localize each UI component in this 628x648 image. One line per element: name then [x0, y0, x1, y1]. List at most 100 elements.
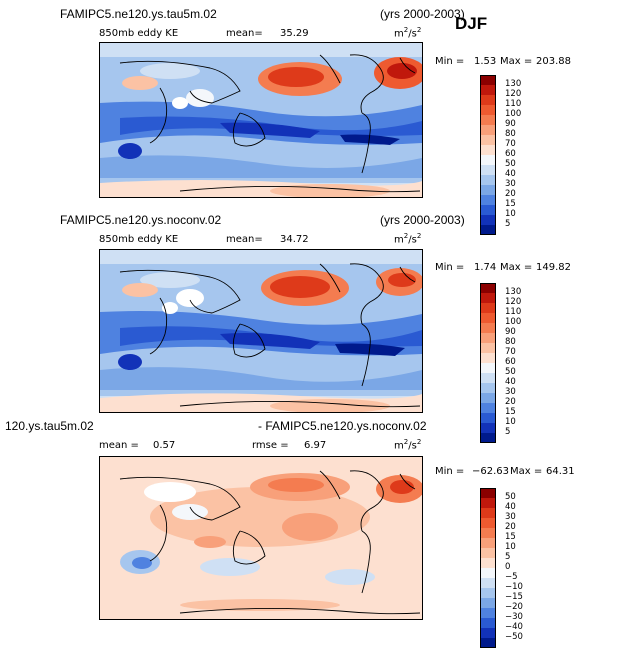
colorbar-swatch [480, 105, 496, 115]
panel2-max-label: Max = [500, 262, 533, 273]
panel3-mean-value: 0.57 [153, 440, 176, 451]
panel1-min-label: Min = [435, 56, 465, 67]
panel2-colorbar [480, 283, 496, 443]
colorbar-swatch [480, 303, 496, 313]
colorbar-tick-label: 20 [505, 189, 516, 199]
panel2-min-label: Min = [435, 262, 465, 273]
panel3-rmse-label: rmse = [252, 440, 289, 451]
panel3-max-label: Max = [510, 466, 543, 477]
colorbar-tick-label: 130 [505, 287, 522, 297]
colorbar-tick-label: 90 [505, 327, 516, 337]
colorbar-swatch [480, 155, 496, 165]
colorbar-swatch [480, 145, 496, 155]
season-label: DJF [455, 14, 488, 33]
colorbar-swatch [480, 548, 496, 558]
colorbar-tick-label: 10 [505, 209, 516, 219]
panel2-title: FAMIPC5.ne120.ys.noconv.02 [60, 213, 222, 227]
colorbar-swatch [480, 518, 496, 528]
panel3-units: m2/s2 [394, 438, 422, 452]
colorbar-tick-label: 80 [505, 337, 516, 347]
colorbar-tick-label: −30 [505, 612, 523, 622]
colorbar-tick-label: −5 [505, 572, 518, 582]
colorbar-tick-label: 5 [505, 552, 511, 562]
colorbar-swatch [480, 538, 496, 548]
panel2-mean-label: mean= [226, 234, 263, 245]
panel1-min-value: 1.53 [474, 56, 497, 67]
colorbar-tick-label: 50 [505, 159, 516, 169]
colorbar-swatch [480, 403, 496, 413]
colorbar-swatch [480, 283, 496, 293]
colorbar-tick-label: 130 [505, 79, 522, 89]
colorbar-tick-label: 110 [505, 307, 522, 317]
colorbar-tick-label: 120 [505, 297, 522, 307]
panel1-max-label: Max = [500, 56, 533, 67]
colorbar-swatch [480, 588, 496, 598]
colorbar-swatch [480, 558, 496, 568]
panel1-years: (yrs 2000-2003) [380, 7, 465, 21]
panel2-min-value: 1.74 [474, 262, 497, 273]
colorbar-tick-label: 30 [505, 512, 516, 522]
panel3-title-left: 120.ys.tau5m.02 [5, 419, 94, 433]
panel3-rmse-value: 6.97 [304, 440, 327, 451]
colorbar-swatch [480, 215, 496, 225]
colorbar-swatch [480, 115, 496, 125]
colorbar-swatch [480, 498, 496, 508]
colorbar-tick-label: 15 [505, 199, 516, 209]
panel2-map [99, 249, 423, 413]
colorbar-tick-label: 60 [505, 149, 516, 159]
colorbar-swatch [480, 85, 496, 95]
colorbar-swatch [480, 638, 496, 648]
colorbar-tick-label: 15 [505, 407, 516, 417]
panel3-min-label: Min = [435, 466, 465, 477]
colorbar-tick-label: 70 [505, 347, 516, 357]
colorbar-swatch [480, 175, 496, 185]
colorbar-swatch [480, 383, 496, 393]
panel3-map [99, 456, 423, 620]
colorbar-swatch [480, 423, 496, 433]
colorbar-tick-label: 10 [505, 417, 516, 427]
colorbar-swatch [480, 528, 496, 538]
panel2-units: m2/s2 [394, 232, 422, 246]
colorbar-tick-label: 70 [505, 139, 516, 149]
colorbar-swatch [480, 135, 496, 145]
colorbar-tick-label: −40 [505, 622, 523, 632]
colorbar-swatch [480, 75, 496, 85]
colorbar-swatch [480, 488, 496, 498]
panel3-colorbar [480, 488, 496, 648]
colorbar-tick-label: 20 [505, 397, 516, 407]
colorbar-swatch [480, 125, 496, 135]
colorbar-swatch [480, 195, 496, 205]
colorbar-tick-label: 120 [505, 89, 522, 99]
colorbar-tick-label: −50 [505, 632, 523, 642]
colorbar-tick-label: 60 [505, 357, 516, 367]
panel2-subtitle: 850mb eddy KE [99, 234, 179, 245]
colorbar-tick-label: 40 [505, 169, 516, 179]
colorbar-swatch [480, 293, 496, 303]
panel1-title: FAMIPC5.ne120.ys.tau5m.02 [60, 7, 217, 21]
colorbar-tick-label: 50 [505, 492, 516, 502]
panel1-units: m2/s2 [394, 26, 422, 40]
panel2-years: (yrs 2000-2003) [380, 213, 465, 227]
panel1-map [99, 42, 423, 198]
colorbar-swatch [480, 373, 496, 383]
colorbar-tick-label: −15 [505, 592, 523, 602]
colorbar-swatch [480, 433, 496, 443]
colorbar-tick-label: 40 [505, 502, 516, 512]
colorbar-tick-label: 30 [505, 179, 516, 189]
panel3-mean-label: mean = [99, 440, 139, 451]
panel2-max-value: 149.82 [536, 262, 571, 273]
colorbar-swatch [480, 578, 496, 588]
panel1-mean-value: 35.29 [280, 28, 309, 39]
colorbar-tick-label: 10 [505, 542, 516, 552]
panel1-max-value: 203.88 [536, 56, 571, 67]
panel3-max-value: 64.31 [546, 466, 575, 477]
colorbar-tick-label: 5 [505, 427, 511, 437]
colorbar-swatch [480, 185, 496, 195]
colorbar-tick-label: 80 [505, 129, 516, 139]
colorbar-tick-label: 5 [505, 219, 511, 229]
colorbar-tick-label: 40 [505, 377, 516, 387]
colorbar-swatch [480, 165, 496, 175]
colorbar-swatch [480, 95, 496, 105]
colorbar-swatch [480, 628, 496, 638]
colorbar-swatch [480, 333, 496, 343]
